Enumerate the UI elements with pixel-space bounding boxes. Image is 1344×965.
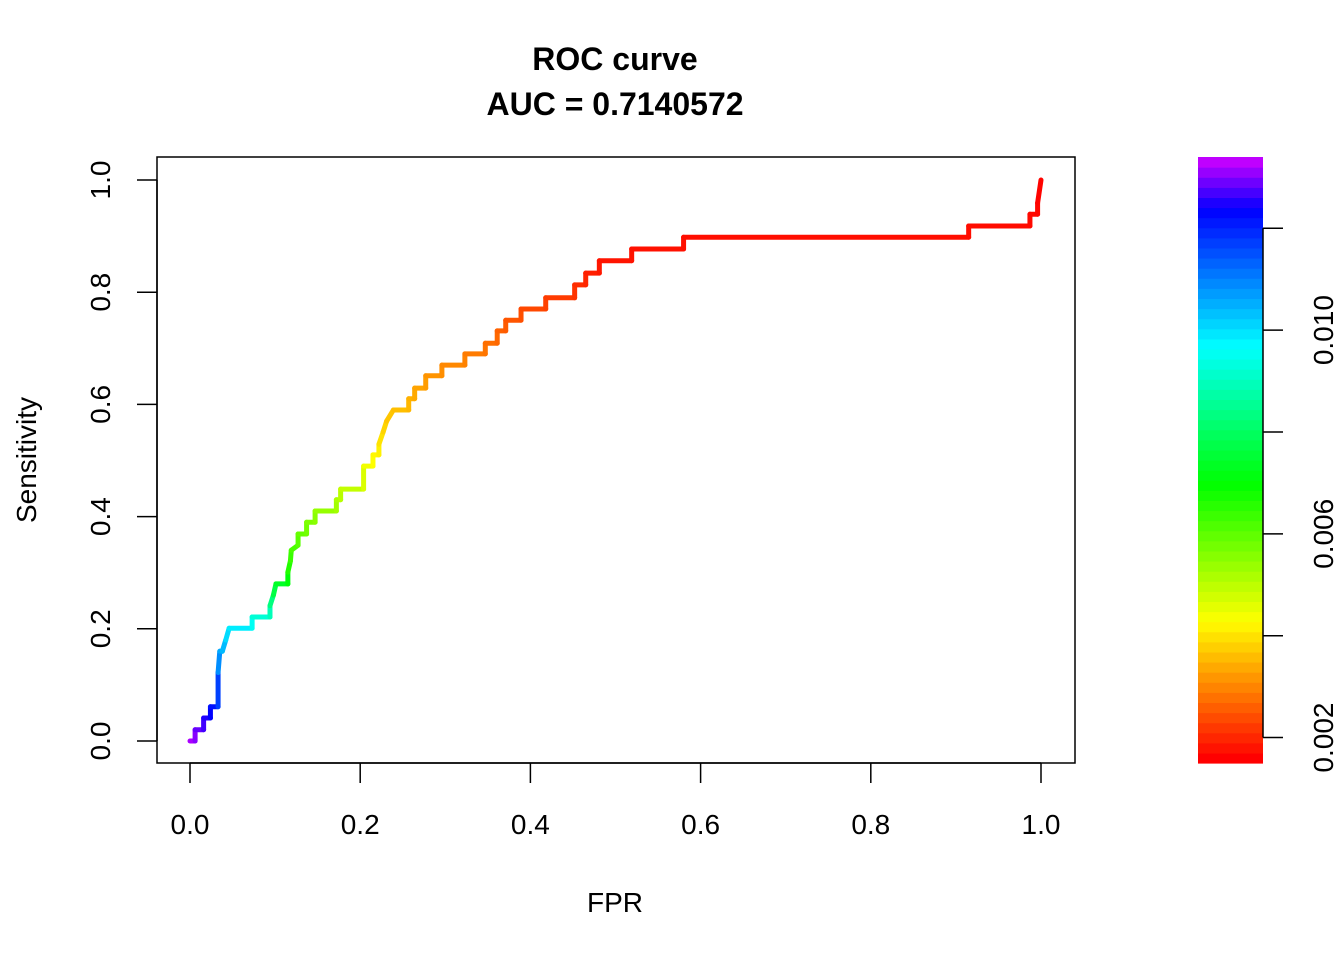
y-tick-label: 0.8 bbox=[85, 273, 116, 312]
colorbar-swatch bbox=[1198, 197, 1263, 209]
colorbar-swatch bbox=[1198, 621, 1263, 633]
x-tick-label: 0.2 bbox=[341, 809, 380, 840]
colorbar-swatch bbox=[1198, 500, 1263, 512]
colorbar-swatch bbox=[1198, 217, 1263, 229]
colorbar-swatch bbox=[1198, 348, 1263, 360]
colorbar-swatch bbox=[1198, 278, 1263, 289]
colorbar-swatch bbox=[1198, 561, 1263, 572]
colorbar-swatch bbox=[1198, 631, 1263, 643]
x-tick-label: 0.4 bbox=[511, 809, 550, 840]
colorbar-swatch bbox=[1198, 752, 1263, 764]
colorbar-tick-label: 0.002 bbox=[1308, 702, 1339, 772]
colorbar-swatch bbox=[1198, 359, 1263, 370]
colorbar-swatch bbox=[1198, 571, 1263, 582]
x-tick-label: 0.6 bbox=[681, 809, 720, 840]
colorbar: 0.002 0.006 0.010 bbox=[1198, 157, 1339, 773]
colorbar-swatch bbox=[1198, 742, 1263, 754]
colorbar-swatch bbox=[1198, 520, 1263, 532]
colorbar-swatch bbox=[1198, 167, 1263, 178]
colorbar-swatch bbox=[1198, 712, 1263, 724]
y-tick-label: 0.2 bbox=[85, 609, 116, 648]
colorbar-swatch bbox=[1198, 651, 1263, 663]
colorbar-swatch bbox=[1198, 480, 1263, 491]
x-tick-label: 0.8 bbox=[851, 809, 890, 840]
colorbar-swatch bbox=[1198, 510, 1263, 522]
colorbar-swatch bbox=[1198, 258, 1263, 269]
colorbar-swatch bbox=[1198, 662, 1263, 673]
colorbar-swatch bbox=[1198, 379, 1263, 390]
colorbar-swatch bbox=[1198, 692, 1263, 703]
colorbar-swatch bbox=[1198, 682, 1263, 693]
colorbar-swatch bbox=[1198, 207, 1263, 219]
colorbar-swatch bbox=[1198, 318, 1263, 330]
y-tick-label: 0.4 bbox=[85, 497, 116, 536]
roc-segment bbox=[1035, 177, 1044, 206]
colorbar-swatch bbox=[1198, 187, 1263, 198]
colorbar-swatch bbox=[1198, 288, 1263, 299]
colorbar-swatch bbox=[1198, 338, 1263, 350]
colorbar-swatch bbox=[1198, 550, 1263, 562]
colorbar-swatch bbox=[1198, 732, 1263, 744]
colorbar-swatch bbox=[1198, 460, 1263, 471]
colorbar-swatch bbox=[1198, 298, 1263, 310]
colorbar-swatch bbox=[1198, 369, 1263, 380]
colorbar-swatch bbox=[1198, 268, 1263, 279]
colorbar-swatch bbox=[1198, 419, 1263, 431]
y-tick-label: 0.0 bbox=[85, 722, 116, 761]
colorbar-tick-label: 0.010 bbox=[1308, 295, 1339, 365]
colorbar-swatch bbox=[1198, 177, 1263, 188]
colorbar-swatch bbox=[1198, 308, 1263, 320]
chart-title: ROC curve bbox=[532, 41, 697, 77]
roc-curve bbox=[187, 177, 1044, 744]
colorbar-tick-label: 0.006 bbox=[1308, 499, 1339, 569]
colorbar-swatch bbox=[1198, 540, 1263, 552]
x-tick-label: 0.0 bbox=[171, 809, 210, 840]
x-axis-label: FPR bbox=[587, 887, 643, 918]
colorbar-swatch bbox=[1198, 470, 1263, 481]
chart-subtitle: AUC = 0.7140572 bbox=[486, 86, 743, 122]
y-tick-label: 1.0 bbox=[85, 161, 116, 200]
colorbar-swatch bbox=[1198, 157, 1263, 168]
colorbar-swatch bbox=[1198, 591, 1263, 602]
x-tick-label: 1.0 bbox=[1022, 809, 1061, 840]
colorbar-swatch bbox=[1198, 641, 1263, 653]
colorbar-swatch bbox=[1198, 247, 1263, 259]
colorbar-swatch bbox=[1198, 611, 1263, 623]
y-axis-label: Sensitivity bbox=[11, 397, 42, 523]
colorbar-swatch bbox=[1198, 399, 1263, 411]
y-tick-label: 0.6 bbox=[85, 385, 116, 424]
colorbar-swatch bbox=[1198, 490, 1263, 501]
colorbar-swatch bbox=[1198, 601, 1263, 613]
colorbar-swatch bbox=[1198, 530, 1263, 542]
colorbar-swatch bbox=[1198, 672, 1263, 683]
colorbar-swatch bbox=[1198, 328, 1263, 340]
colorbar-swatch bbox=[1198, 449, 1263, 461]
colorbar-swatch bbox=[1198, 581, 1263, 592]
colorbar-swatch bbox=[1198, 429, 1263, 441]
colorbar-swatch bbox=[1198, 409, 1263, 421]
colorbar-swatch bbox=[1198, 439, 1263, 451]
x-axis: 0.0 0.2 0.4 0.6 0.8 1.0 bbox=[171, 762, 1061, 840]
plot-frame bbox=[156, 156, 1076, 764]
colorbar-swatch bbox=[1198, 227, 1263, 239]
roc-segment bbox=[215, 648, 223, 676]
colorbar-swatch bbox=[1198, 702, 1263, 714]
colorbar-swatch bbox=[1198, 237, 1263, 249]
colorbar-swatch bbox=[1198, 389, 1263, 400]
colorbar-swatch bbox=[1198, 722, 1263, 734]
y-axis: 0.0 0.2 0.4 0.6 0.8 1.0 bbox=[85, 161, 158, 761]
